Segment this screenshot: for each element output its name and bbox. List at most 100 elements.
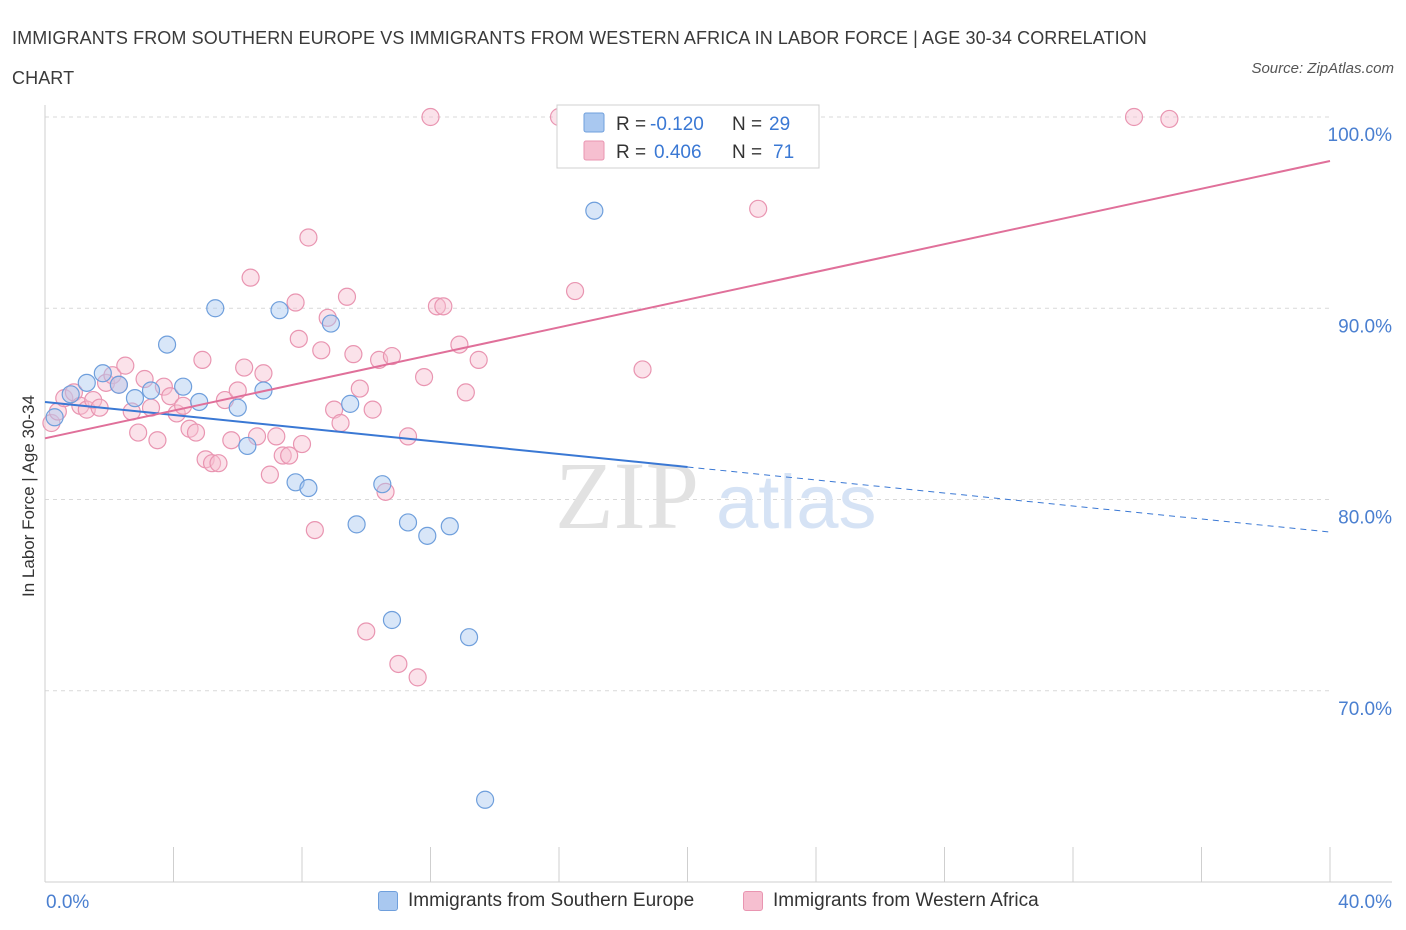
data-point	[206, 299, 225, 318]
data-point	[267, 427, 286, 446]
data-point	[749, 199, 768, 218]
data-point	[476, 790, 495, 809]
data-point	[331, 413, 350, 433]
data-point	[414, 368, 434, 387]
data-point	[116, 356, 135, 375]
stats-n-value-pink: 71	[773, 142, 794, 163]
x-tick-label-max: 40.0%	[1338, 892, 1392, 913]
stats-n-value-blue: 29	[769, 114, 790, 135]
trend-line-southern-europe	[44, 400, 688, 468]
data-point	[247, 427, 267, 446]
data-point	[270, 301, 289, 320]
y-tick-label: 70.0%	[1338, 699, 1392, 720]
data-point	[440, 517, 459, 536]
data-point	[337, 287, 357, 306]
data-point	[125, 389, 145, 408]
data-point	[398, 513, 418, 532]
data-point	[456, 383, 475, 402]
data-point	[312, 341, 331, 360]
y-tick-label: 90.0%	[1338, 316, 1392, 337]
data-point	[382, 346, 402, 366]
data-point	[305, 520, 324, 540]
axes: 70.0% 80.0% 90.0% 100.0% 0.0% 40.0%	[44, 105, 1393, 913]
data-point	[459, 628, 479, 647]
data-point	[350, 379, 369, 398]
data-point	[174, 377, 193, 396]
data-point	[193, 350, 212, 369]
x-tick-label-min: 0.0%	[46, 892, 89, 913]
chart-legend: Immigrants from Southern Europe Immigran…	[0, 888, 1406, 918]
data-point	[241, 268, 260, 287]
legend-swatch-pink	[743, 891, 763, 911]
data-point	[1160, 109, 1179, 129]
data-point	[321, 314, 341, 333]
data-point	[398, 427, 418, 446]
chart-source: Source: ZipAtlas.com	[1251, 60, 1394, 77]
data-point	[299, 478, 318, 498]
data-point	[347, 515, 366, 534]
data-point	[238, 436, 257, 456]
legend-swatch-blue	[378, 891, 398, 911]
data-point	[209, 454, 228, 473]
data-point	[1124, 107, 1144, 127]
data-point	[161, 387, 180, 406]
stats-r-label-pink: R =	[616, 142, 646, 163]
data-point	[633, 360, 652, 379]
data-point	[129, 423, 148, 442]
data-point	[427, 297, 447, 316]
stats-n-label-blue: N =	[732, 114, 762, 135]
data-point	[286, 293, 305, 312]
data-point	[418, 526, 437, 545]
data-point	[363, 400, 382, 419]
data-point	[408, 668, 427, 687]
data-point	[202, 454, 222, 473]
trend-line-western-africa	[44, 160, 1331, 440]
series-southern-europe	[45, 107, 694, 809]
data-point	[585, 201, 604, 220]
stats-box: R = -0.120 N = 29 R = 0.406 N = 71	[556, 104, 820, 169]
data-point	[299, 228, 318, 247]
data-point	[341, 394, 360, 413]
data-point	[135, 369, 154, 389]
data-point	[382, 610, 402, 630]
data-point	[157, 335, 177, 354]
stats-r-value-blue: -0.120	[650, 114, 704, 135]
data-point	[421, 107, 440, 127]
watermark: ZIP atlas	[555, 442, 877, 549]
data-point	[373, 475, 392, 494]
data-point	[260, 465, 279, 484]
data-point	[42, 413, 61, 433]
legend-item-southern-europe: Immigrants from Southern Europe	[378, 890, 694, 912]
data-point	[228, 398, 247, 417]
data-point	[434, 297, 453, 316]
data-point	[109, 375, 128, 394]
stats-r-label-blue: R =	[616, 114, 646, 135]
data-point	[469, 350, 488, 369]
y-tick-label: 80.0%	[1338, 508, 1392, 529]
data-point	[565, 281, 585, 301]
stats-swatch-pink	[583, 140, 605, 161]
series-western-africa	[42, 107, 1179, 687]
data-point	[61, 385, 80, 404]
y-tick-label: 100.0%	[1328, 125, 1393, 146]
data-point	[318, 308, 337, 327]
legend-label-southern-europe: Immigrants from Southern Europe	[408, 890, 695, 911]
legend-item-western-africa: Immigrants from Western Africa	[743, 890, 1039, 912]
data-point	[45, 408, 64, 427]
data-point	[222, 431, 241, 450]
data-point	[289, 329, 308, 348]
data-point	[357, 622, 376, 641]
y-axis-label: In Labor Force | Age 30-34	[19, 395, 38, 597]
data-point	[389, 654, 408, 674]
data-point	[186, 423, 206, 442]
legend-label-western-africa: Immigrants from Western Africa	[773, 890, 1039, 911]
chart-title: IMMIGRANTS FROM SOUTHERN EUROPE VS IMMIG…	[12, 28, 1147, 88]
data-point	[344, 345, 363, 364]
data-point	[292, 434, 312, 454]
stats-r-value-pink: 0.406	[654, 142, 702, 163]
data-point	[235, 358, 254, 377]
watermark-atlas: atlas	[716, 460, 877, 545]
data-point	[280, 446, 299, 465]
data-point	[174, 396, 193, 415]
